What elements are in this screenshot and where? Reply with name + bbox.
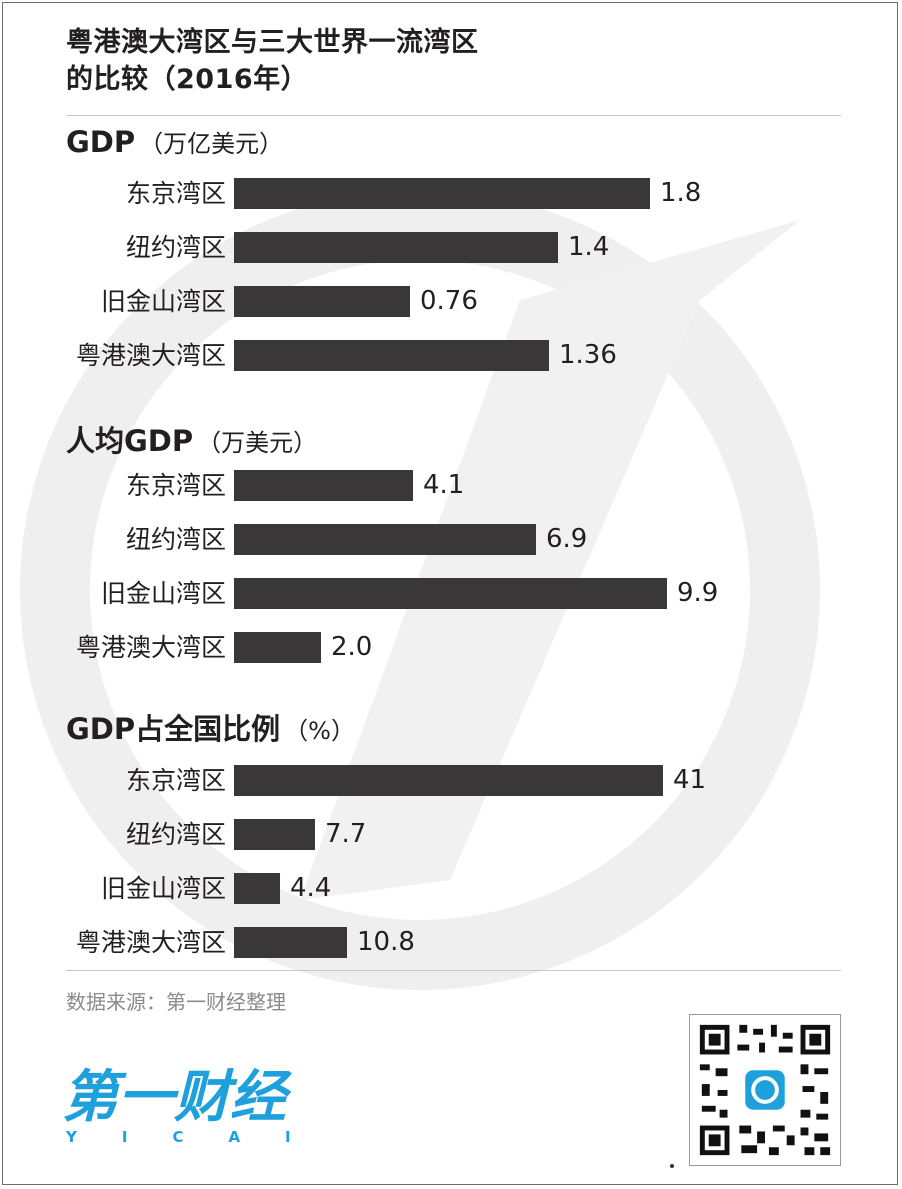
bar-row: 纽约湾区 1.4 bbox=[0, 232, 902, 263]
bar-row: 东京湾区 4.1 bbox=[0, 470, 902, 501]
section-title-text: GDP bbox=[66, 125, 136, 159]
bar bbox=[234, 470, 413, 501]
bar-row: 旧金山湾区 4.4 bbox=[0, 873, 902, 904]
bar bbox=[234, 873, 280, 904]
value-label: 10.8 bbox=[357, 927, 415, 957]
value-label: 1.4 bbox=[568, 232, 610, 262]
title-line-2: 的比较（2016年） bbox=[66, 64, 309, 95]
category-label: 粤港澳大湾区 bbox=[75, 633, 226, 662]
bar-row: 粤港澳大湾区 1.36 bbox=[0, 340, 902, 371]
value-label: 2.0 bbox=[331, 632, 373, 662]
source-note: 数据来源：第一财经整理 bbox=[66, 990, 286, 1014]
section-title: 人均GDP （万美元） bbox=[66, 418, 317, 460]
value-label: 6.9 bbox=[546, 524, 588, 554]
value-label: 0.76 bbox=[420, 286, 478, 316]
value-label: 7.7 bbox=[325, 819, 367, 849]
category-label: 纽约湾区 bbox=[125, 525, 226, 554]
category-label: 纽约湾区 bbox=[125, 820, 226, 849]
qr-code-icon bbox=[689, 1014, 841, 1166]
logo-text: 第一财经 bbox=[62, 1065, 286, 1130]
section-title-text: 人均GDP bbox=[66, 424, 194, 458]
category-label: 旧金山湾区 bbox=[100, 287, 226, 316]
value-label: 9.9 bbox=[677, 578, 719, 608]
category-label: 东京湾区 bbox=[125, 179, 226, 208]
bar-row: 粤港澳大湾区 2.0 bbox=[0, 632, 902, 663]
chart-title: 粤港澳大湾区与三大世界一流湾区 的比较（2016年） bbox=[66, 24, 479, 98]
section-unit: （%） bbox=[284, 717, 355, 745]
bar bbox=[234, 340, 549, 371]
category-label: 旧金山湾区 bbox=[100, 874, 226, 903]
section-title: GDP占全国比例 （%） bbox=[66, 706, 355, 748]
bar bbox=[234, 819, 315, 850]
section-title: GDP （万亿美元） bbox=[66, 124, 283, 159]
logo-subtext: YICAI bbox=[66, 1128, 336, 1146]
decorative-dot bbox=[670, 1164, 674, 1168]
category-label: 旧金山湾区 bbox=[100, 579, 226, 608]
value-label: 1.8 bbox=[660, 178, 702, 208]
category-label: 东京湾区 bbox=[125, 766, 226, 795]
category-label: 纽约湾区 bbox=[125, 233, 226, 262]
section-title-text: GDP占全国比例 bbox=[66, 712, 281, 746]
divider bbox=[66, 115, 841, 116]
divider bbox=[66, 970, 841, 971]
category-label: 东京湾区 bbox=[125, 471, 226, 500]
bar bbox=[234, 286, 410, 317]
value-label: 4.1 bbox=[423, 470, 465, 500]
section-unit: （万美元） bbox=[197, 429, 318, 457]
bar-row: 粤港澳大湾区 10.8 bbox=[0, 927, 902, 958]
bar bbox=[234, 232, 558, 263]
bar bbox=[234, 524, 536, 555]
bar bbox=[234, 178, 650, 209]
category-label: 粤港澳大湾区 bbox=[75, 928, 226, 957]
yicai-logo: 第一财经 YICAI bbox=[62, 1068, 292, 1148]
bar-row: 旧金山湾区 0.76 bbox=[0, 286, 902, 317]
value-label: 41 bbox=[673, 765, 707, 795]
bar-row: 旧金山湾区 9.9 bbox=[0, 578, 902, 609]
title-line-1: 粤港澳大湾区与三大世界一流湾区 bbox=[66, 27, 479, 58]
bar-row: 纽约湾区 7.7 bbox=[0, 819, 902, 850]
category-label: 粤港澳大湾区 bbox=[75, 341, 226, 370]
bar-row: 东京湾区 1.8 bbox=[0, 178, 902, 209]
bar-row: 纽约湾区 6.9 bbox=[0, 524, 902, 555]
bar bbox=[234, 578, 667, 609]
section-unit: （万亿美元） bbox=[139, 130, 284, 158]
bar bbox=[234, 765, 663, 796]
value-label: 4.4 bbox=[290, 873, 332, 903]
bar bbox=[234, 632, 321, 663]
bar bbox=[234, 927, 347, 958]
bar-row: 东京湾区 41 bbox=[0, 765, 902, 796]
value-label: 1.36 bbox=[559, 340, 617, 370]
